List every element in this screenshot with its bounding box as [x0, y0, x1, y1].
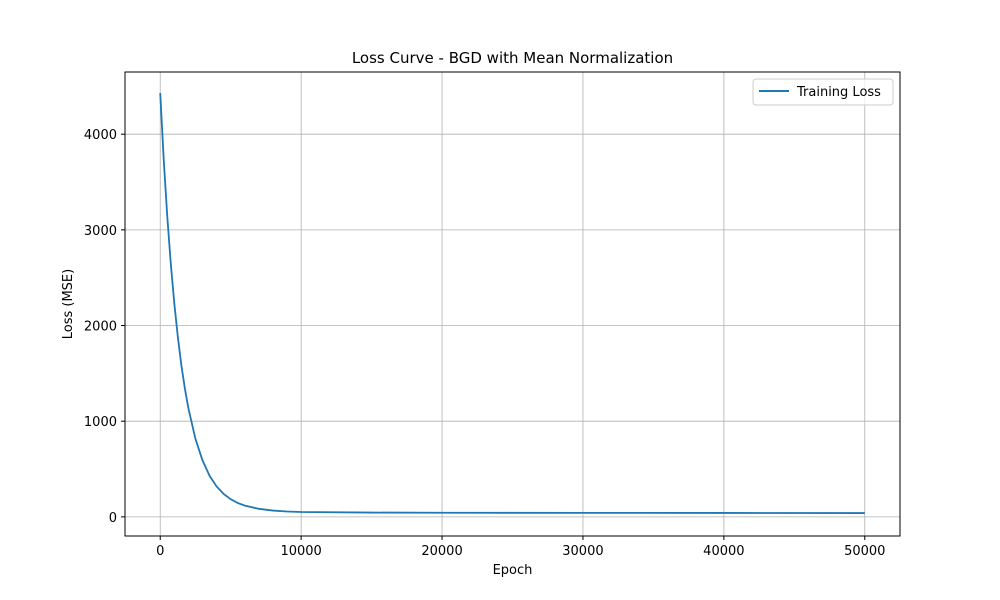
y-tick-label: 1000 — [84, 415, 117, 430]
y-tick-label: 4000 — [84, 128, 117, 143]
legend-box — [752, 78, 894, 106]
y-tick-label: 0 — [109, 511, 117, 526]
x-axis-ticks: 0 10000 20000 30000 40000 50000 — [156, 536, 885, 559]
y-axis-label: Loss (MSE) — [61, 269, 76, 339]
plot-frame — [124, 71, 901, 537]
x-tick-label: 10000 — [280, 544, 321, 559]
series-layer — [159, 93, 865, 514]
x-tick-label: 20000 — [421, 544, 462, 559]
x-tick-label: 30000 — [562, 544, 603, 559]
chart-title: Loss Curve - BGD with Mean Normalization — [352, 49, 673, 67]
series-line-training-loss — [159, 93, 865, 514]
x-tick-label: 40000 — [703, 544, 744, 559]
y-tick-label: 2000 — [84, 320, 117, 335]
y-tick-label: 3000 — [84, 224, 117, 239]
x-tick-label: 50000 — [844, 544, 885, 559]
x-tick-label: 0 — [156, 544, 164, 559]
y-axis-ticks: 0 1000 2000 3000 4000 — [84, 128, 125, 526]
legend: Training Loss — [752, 78, 894, 106]
legend-entry-training-loss: Training Loss — [796, 85, 881, 100]
x-axis-label: Epoch — [493, 563, 533, 578]
grid-lines — [125, 72, 900, 536]
